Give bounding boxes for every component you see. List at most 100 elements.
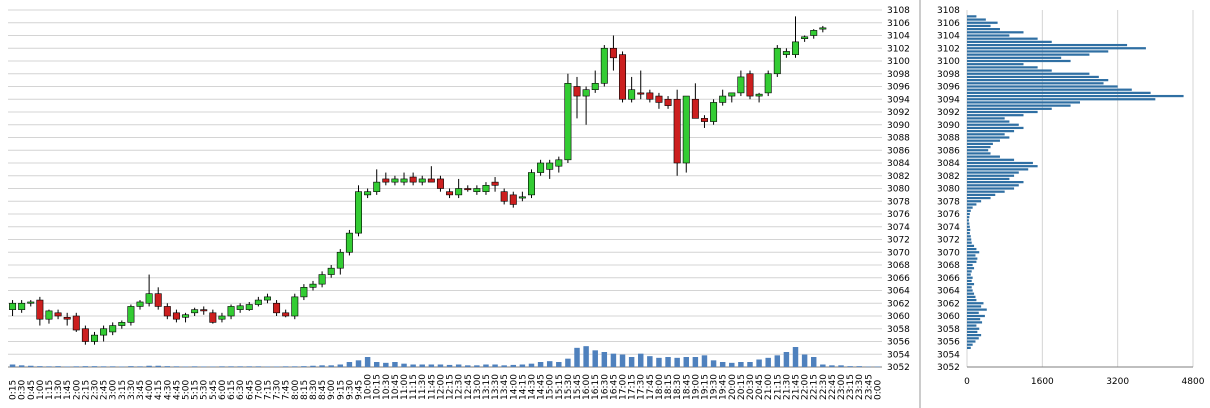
profile-bar xyxy=(967,203,977,206)
profile-bar xyxy=(967,161,1033,165)
volume-bar xyxy=(401,363,407,367)
profile-bar xyxy=(967,235,971,238)
profile-bar xyxy=(967,101,1080,104)
profile-bar xyxy=(967,273,971,276)
time-tick-label: 0:45 xyxy=(27,380,37,400)
profile-bar xyxy=(967,337,979,340)
profile-bar xyxy=(967,330,978,334)
candle-down xyxy=(436,178,444,189)
candle-down xyxy=(409,176,417,183)
candle-up xyxy=(728,92,736,97)
time-tick-label: 4:15 xyxy=(154,380,164,400)
profile-price-tick-label: 3064 xyxy=(937,287,960,297)
time-tick-label: 20:15 xyxy=(737,374,747,400)
volume-bar xyxy=(301,366,307,367)
candle-down xyxy=(382,178,390,183)
time-tick-label: 12:45 xyxy=(464,374,474,400)
profile-price-tick-label: 3054 xyxy=(937,350,960,360)
price-tick-label: 3102 xyxy=(887,44,910,54)
volume-bar xyxy=(100,366,107,367)
candle-down xyxy=(509,194,517,205)
profile-bar xyxy=(967,232,970,235)
volume-bar xyxy=(128,366,134,367)
volume-bar xyxy=(355,360,362,367)
time-tick-label: 2:15 xyxy=(81,380,91,400)
time-tick-label: 22:45 xyxy=(828,374,838,400)
profile-bar xyxy=(967,251,980,254)
time-tick-label: 22:30 xyxy=(819,374,829,400)
time-tick-label: 1:45 xyxy=(63,380,73,400)
profile-bar xyxy=(967,305,982,308)
profile-price-tick-label: 3092 xyxy=(937,108,960,118)
volume-bar xyxy=(856,366,862,367)
volume-bar xyxy=(501,365,507,367)
profile-bar xyxy=(967,69,1052,72)
price-axis-ticks: 3052 3054 3056 3058 3060 3062 3064 3066 3068 3070… xyxy=(887,6,910,373)
candle-down xyxy=(154,293,162,307)
time-tick-label: 21:45 xyxy=(792,374,802,400)
candle-up xyxy=(719,95,727,103)
time-tick-label: 6:45 xyxy=(245,380,255,400)
profile-price-tick-label: 3086 xyxy=(937,146,960,156)
volume-bar xyxy=(182,366,189,367)
volume-bars xyxy=(9,346,881,368)
price-tick-label: 3076 xyxy=(887,210,910,220)
profile-bar xyxy=(967,72,1090,75)
candle-down xyxy=(746,73,754,97)
profile-bar xyxy=(967,142,993,145)
time-tick-label: 13:45 xyxy=(500,374,510,400)
candle-down xyxy=(172,312,180,320)
profile-bar xyxy=(967,82,1104,85)
time-tick-label: 14:00 xyxy=(509,374,519,400)
candlestick-series xyxy=(9,16,827,345)
candle-up xyxy=(755,93,763,97)
volume-bar xyxy=(601,352,608,367)
profile-bar xyxy=(967,244,975,247)
volume-bar xyxy=(665,357,671,367)
profile-bar xyxy=(967,66,1038,69)
volume-bar xyxy=(656,357,662,367)
profile-bar xyxy=(967,152,991,155)
profile-price-tick-label: 3060 xyxy=(937,312,960,322)
profile-bar xyxy=(967,18,986,21)
time-tick-label: 14:45 xyxy=(537,374,547,400)
profile-price-tick-label: 3084 xyxy=(937,159,960,169)
time-tick-label: 11:30 xyxy=(418,374,428,400)
candle-up xyxy=(628,89,636,100)
profile-bar xyxy=(967,130,1015,133)
volume-bar xyxy=(346,362,353,367)
candle-up xyxy=(218,315,226,320)
candle-up xyxy=(518,196,526,199)
candle-up xyxy=(418,178,426,183)
candle-up xyxy=(27,301,35,304)
time-tick-label: 19:00 xyxy=(691,374,701,400)
candle-up xyxy=(318,274,326,285)
profile-bar xyxy=(967,225,970,228)
volume-bar xyxy=(565,358,571,367)
volume-bar xyxy=(583,346,589,367)
profile-bar xyxy=(967,31,1024,34)
candle-down xyxy=(619,54,627,100)
profile-price-tick-label: 3072 xyxy=(937,236,960,246)
volume-bar xyxy=(838,365,844,367)
candle-up xyxy=(473,188,481,192)
volume-bar xyxy=(37,366,43,367)
volume-bar xyxy=(137,366,143,367)
candle-down xyxy=(491,181,499,186)
profile-bar xyxy=(967,298,977,302)
candle-up xyxy=(227,306,235,317)
price-tick-label: 3070 xyxy=(887,248,910,258)
volume-bar xyxy=(264,366,271,367)
price-tick-label: 3108 xyxy=(887,6,910,16)
candle-up xyxy=(528,172,535,196)
time-tick-label: 17:15 xyxy=(628,374,638,400)
candle-up xyxy=(118,322,126,326)
profile-bar xyxy=(967,314,985,318)
profile-bar xyxy=(967,279,972,283)
time-tick-label: 6:00 xyxy=(218,380,228,400)
time-tick-label: 10:30 xyxy=(382,374,392,400)
profile-bar xyxy=(967,34,1010,37)
time-tick-label: 18:15 xyxy=(664,374,674,400)
profile-bar xyxy=(967,98,1156,101)
time-tick-label: 13:30 xyxy=(491,374,501,400)
